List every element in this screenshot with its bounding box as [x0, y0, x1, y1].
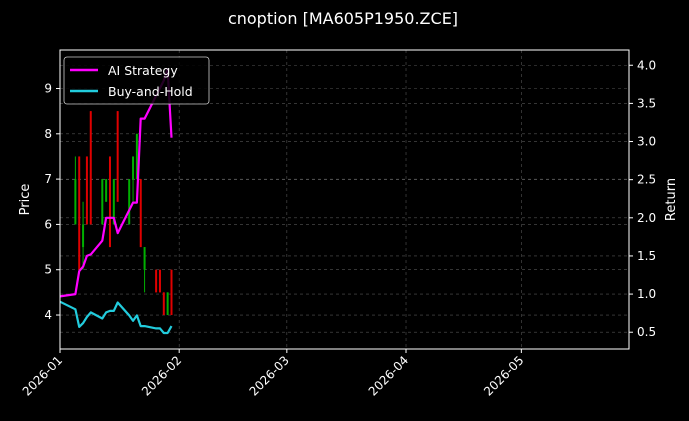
candle-body — [128, 179, 131, 225]
candle-body — [139, 179, 142, 248]
candle-body — [89, 111, 92, 225]
candle-body — [132, 156, 135, 180]
right-y-axis-label: Return — [664, 178, 679, 221]
right-y-tick-label: 1.0 — [637, 287, 656, 301]
candle-body — [143, 247, 146, 270]
right-y-tick-label: 2.0 — [637, 211, 656, 225]
left-y-tick-label: 6 — [44, 217, 52, 231]
candle-body — [155, 269, 158, 293]
left-y-tick-label: 4 — [44, 308, 52, 322]
right-y-axis: 0.5 1.0 1.5 2.0 2.5 3.0 3.5 4.0 — [629, 58, 656, 339]
candle-body — [85, 156, 88, 225]
candlesticks — [74, 111, 173, 316]
legend-label: AI Strategy — [108, 63, 178, 78]
gridlines — [59, 50, 629, 349]
candle-body — [78, 156, 81, 270]
legend-label: Buy-and-Hold — [108, 84, 193, 99]
candle-body — [162, 292, 165, 316]
candle-body — [82, 224, 85, 248]
right-y-tick-label: 2.5 — [637, 173, 656, 187]
candle-body — [74, 179, 77, 225]
left-y-tick-label: 5 — [44, 263, 52, 277]
right-y-tick-label: 3.0 — [637, 135, 656, 149]
left-y-axis: 4 5 6 7 8 9 — [44, 82, 60, 322]
series-line — [59, 300, 173, 335]
candle-body — [105, 179, 108, 202]
right-y-tick-label: 4.0 — [637, 58, 656, 72]
candle-body — [166, 292, 169, 316]
candle-body — [116, 111, 119, 202]
candle-body — [101, 179, 104, 225]
plot-frame — [59, 49, 630, 350]
left-y-tick-label: 8 — [44, 127, 52, 141]
candle-body — [108, 156, 111, 248]
legend-box — [63, 56, 210, 105]
right-y-tick-label: 3.5 — [637, 96, 656, 110]
left-y-axis-label: Price — [18, 184, 33, 216]
right-y-tick-label: 0.5 — [637, 325, 656, 339]
legend: AI Strategy Buy-and-Hold — [63, 56, 210, 105]
candle-body — [112, 179, 115, 225]
candle-body — [158, 269, 161, 293]
candle-body — [135, 133, 138, 180]
left-y-tick-label: 9 — [44, 82, 52, 96]
candle-body — [170, 269, 173, 316]
chart-title: cnoption [MA605P1950.ZCE] — [228, 9, 458, 28]
left-y-tick-label: 7 — [44, 172, 52, 186]
right-y-tick-label: 1.5 — [637, 249, 656, 263]
